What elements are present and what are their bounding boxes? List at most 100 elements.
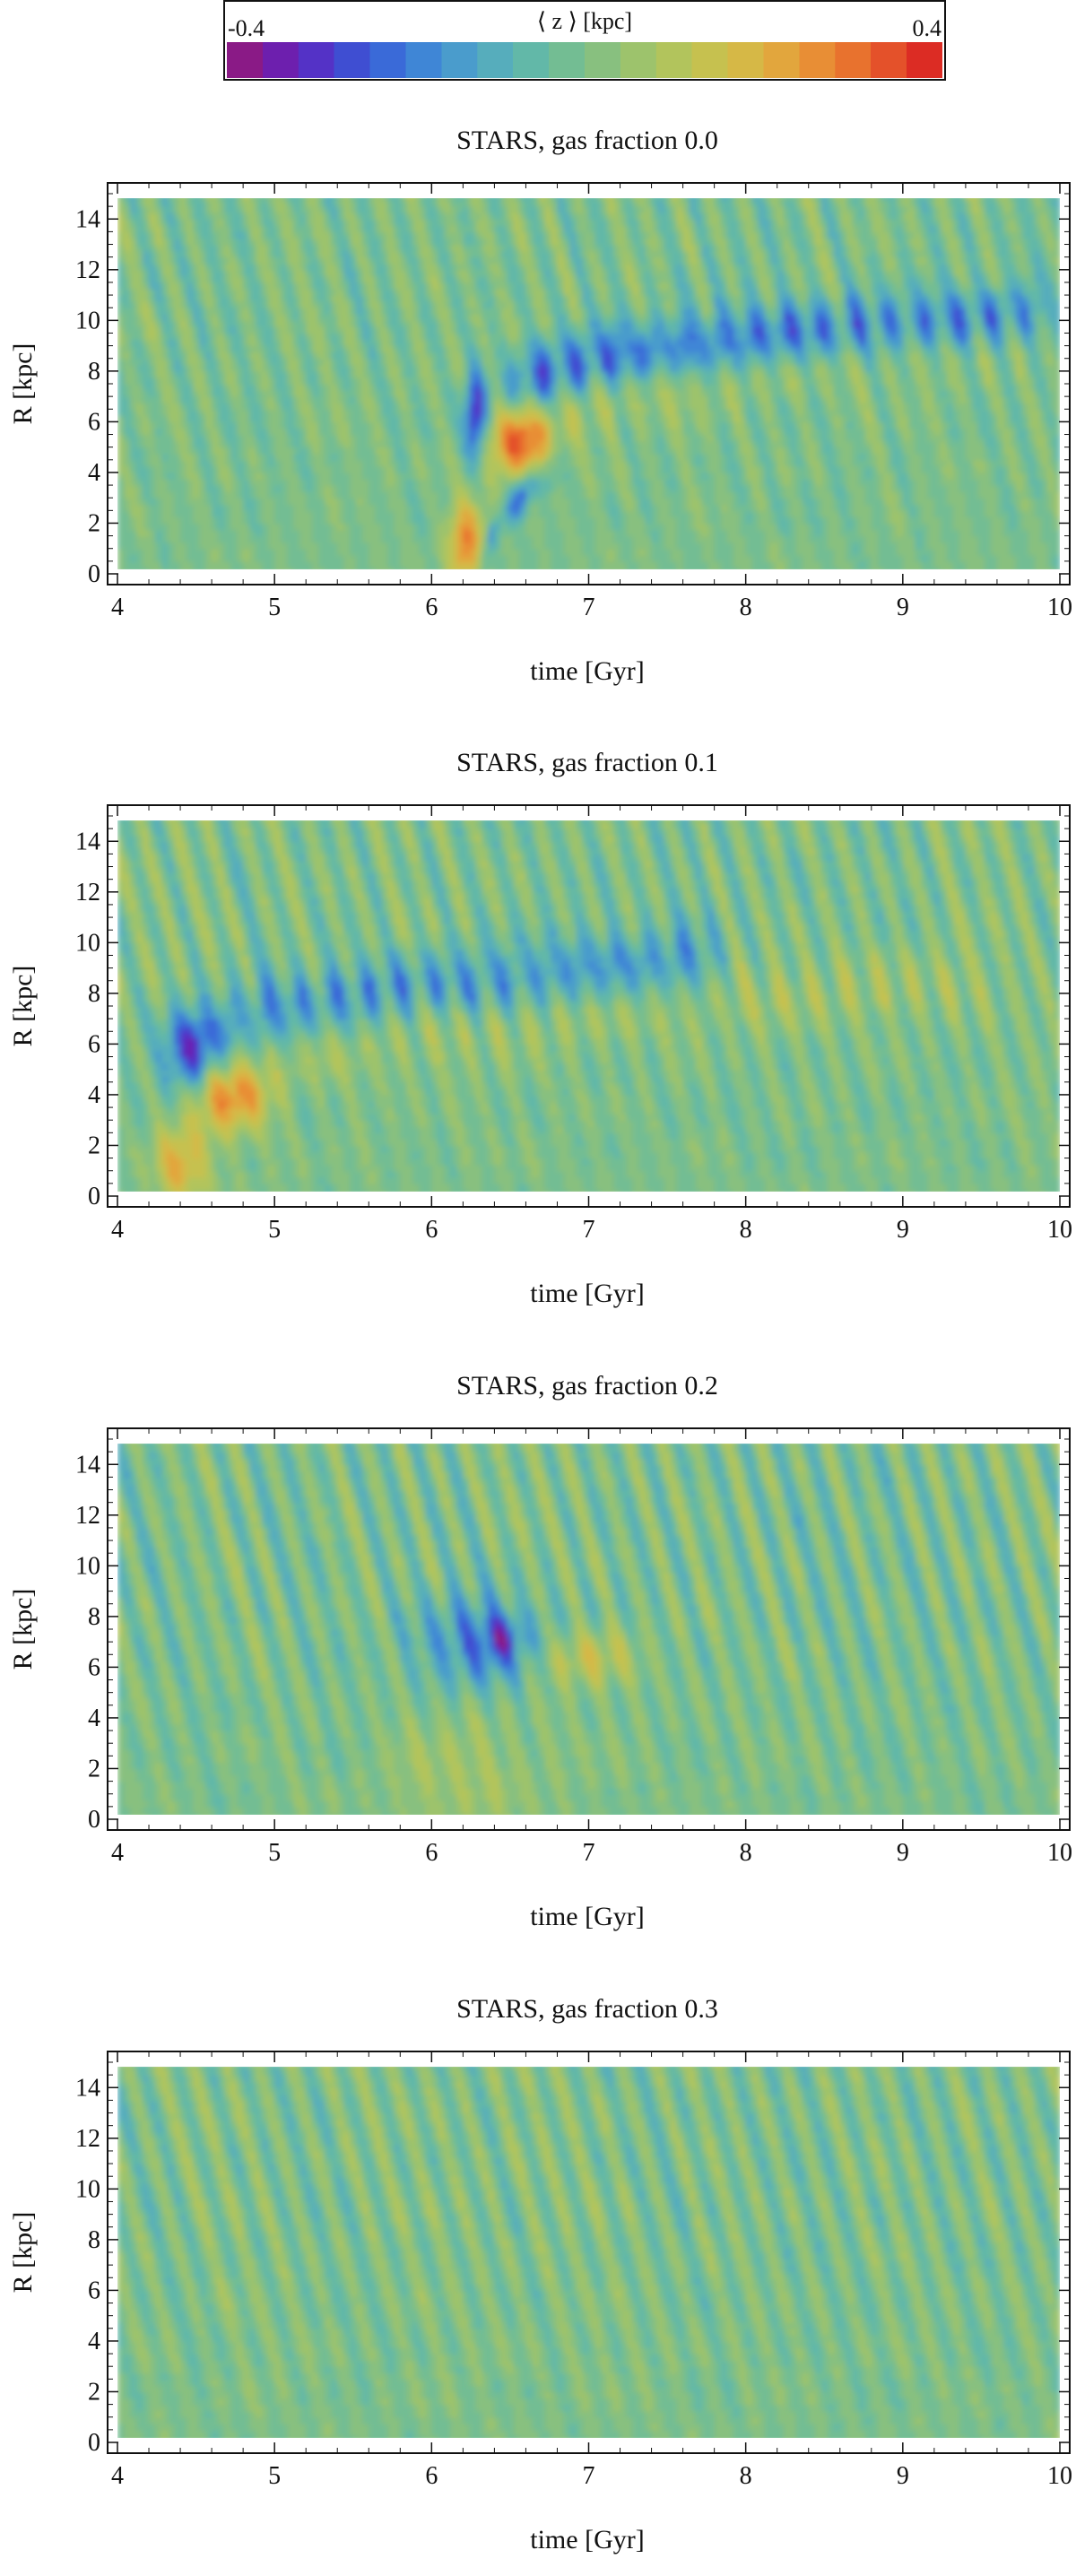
heatmap-cell bbox=[130, 345, 137, 353]
heatmap-cell bbox=[588, 428, 596, 436]
heatmap-cell bbox=[620, 554, 628, 562]
heatmap-cell bbox=[337, 415, 345, 423]
heatmap-cell bbox=[438, 231, 446, 239]
heatmap-cell bbox=[450, 320, 458, 328]
heatmap-cell bbox=[507, 269, 515, 277]
heatmap-cell bbox=[475, 326, 483, 334]
heatmap-cell bbox=[350, 256, 358, 265]
heatmap-cell bbox=[312, 212, 320, 221]
heatmap-cell bbox=[456, 523, 464, 531]
heatmap-cell bbox=[331, 269, 339, 277]
heatmap-cell bbox=[350, 434, 358, 442]
heatmap-cell bbox=[519, 459, 527, 467]
heatmap-cell bbox=[331, 219, 339, 227]
heatmap-cell bbox=[507, 301, 515, 308]
heatmap-cell bbox=[601, 548, 609, 556]
heatmap-cell bbox=[337, 250, 345, 258]
heatmap-cell bbox=[268, 485, 275, 492]
heatmap-cell bbox=[143, 219, 150, 227]
heatmap-cell bbox=[117, 351, 125, 360]
heatmap-cell bbox=[350, 491, 358, 499]
heatmap-cell bbox=[594, 250, 603, 258]
heatmap-cell bbox=[394, 390, 402, 397]
heatmap-cell bbox=[494, 529, 502, 537]
heatmap-cell bbox=[557, 364, 565, 372]
heatmap-cell bbox=[469, 308, 477, 316]
heatmap-cell bbox=[274, 289, 282, 296]
heatmap-cell bbox=[538, 308, 546, 316]
heatmap-cell bbox=[224, 504, 231, 512]
heatmap-cell bbox=[544, 370, 552, 378]
heatmap-cell bbox=[632, 364, 640, 372]
heatmap-cell bbox=[450, 225, 458, 233]
heatmap-cell bbox=[149, 345, 156, 353]
heatmap-cell bbox=[620, 314, 628, 322]
heatmap-cell bbox=[218, 370, 225, 378]
heatmap-cell bbox=[431, 320, 439, 328]
heatmap-cell bbox=[626, 219, 634, 227]
heatmap-cell bbox=[325, 465, 333, 473]
heatmap-cell bbox=[205, 428, 213, 436]
heatmap-cell bbox=[601, 200, 609, 207]
heatmap-cell bbox=[149, 326, 156, 334]
heatmap-cell bbox=[237, 256, 244, 265]
heatmap-cell bbox=[576, 326, 584, 334]
heatmap-cell bbox=[180, 516, 187, 525]
heatmap-cell bbox=[444, 339, 452, 347]
heatmap-cell bbox=[444, 225, 452, 233]
heatmap-cell bbox=[224, 289, 231, 296]
heatmap-cell bbox=[544, 415, 552, 423]
heatmap-cell bbox=[356, 548, 364, 556]
heatmap-cell bbox=[450, 491, 458, 499]
heatmap-cell bbox=[450, 516, 458, 525]
heatmap-cell bbox=[268, 459, 275, 467]
heatmap-cell bbox=[356, 516, 364, 525]
heatmap-cell bbox=[450, 282, 458, 290]
heatmap-cell bbox=[199, 415, 206, 423]
heatmap-cell bbox=[463, 269, 471, 277]
heatmap-cell bbox=[394, 370, 402, 378]
heatmap-cell bbox=[180, 384, 187, 391]
heatmap-cell bbox=[601, 428, 609, 436]
heatmap-cell bbox=[362, 295, 370, 302]
heatmap-cell bbox=[199, 364, 206, 372]
heatmap-cell bbox=[532, 434, 540, 442]
heatmap-cell bbox=[519, 358, 527, 366]
heatmap-cell bbox=[544, 314, 552, 322]
heatmap-cell bbox=[325, 345, 333, 353]
heatmap-cell bbox=[205, 491, 213, 499]
heatmap-cell bbox=[607, 231, 615, 239]
heatmap-cell bbox=[337, 529, 345, 537]
heatmap-cell bbox=[482, 548, 490, 556]
heatmap-cell bbox=[249, 523, 256, 531]
heatmap-cell bbox=[224, 231, 231, 239]
heatmap-cell bbox=[613, 345, 621, 353]
heatmap-cell bbox=[187, 421, 194, 429]
heatmap-cell bbox=[369, 554, 377, 562]
heatmap-cell bbox=[569, 440, 577, 448]
heatmap-cell bbox=[400, 238, 408, 246]
heatmap-cell bbox=[482, 403, 490, 411]
heatmap-cell bbox=[130, 491, 137, 499]
heatmap-cell bbox=[230, 403, 238, 411]
heatmap-cell bbox=[168, 384, 175, 391]
heatmap-cell bbox=[456, 421, 464, 429]
heatmap-cell bbox=[513, 434, 521, 442]
heatmap-cell bbox=[525, 453, 534, 461]
heatmap-cell bbox=[419, 409, 427, 417]
heatmap-cell bbox=[494, 428, 502, 436]
heatmap-cell bbox=[576, 453, 584, 461]
heatmap-cell bbox=[557, 326, 565, 334]
heatmap-cell bbox=[180, 403, 187, 411]
heatmap-cell bbox=[218, 485, 225, 492]
heatmap-cell bbox=[607, 554, 615, 562]
heatmap-cell bbox=[356, 326, 364, 334]
heatmap-cell bbox=[532, 472, 540, 480]
heatmap-cell bbox=[431, 225, 439, 233]
heatmap-cell bbox=[243, 485, 250, 492]
heatmap-cell bbox=[243, 548, 250, 556]
heatmap-cell bbox=[205, 453, 213, 461]
heatmap-cell bbox=[230, 377, 238, 385]
heatmap-cell bbox=[582, 447, 590, 455]
heatmap-cell bbox=[400, 358, 408, 366]
